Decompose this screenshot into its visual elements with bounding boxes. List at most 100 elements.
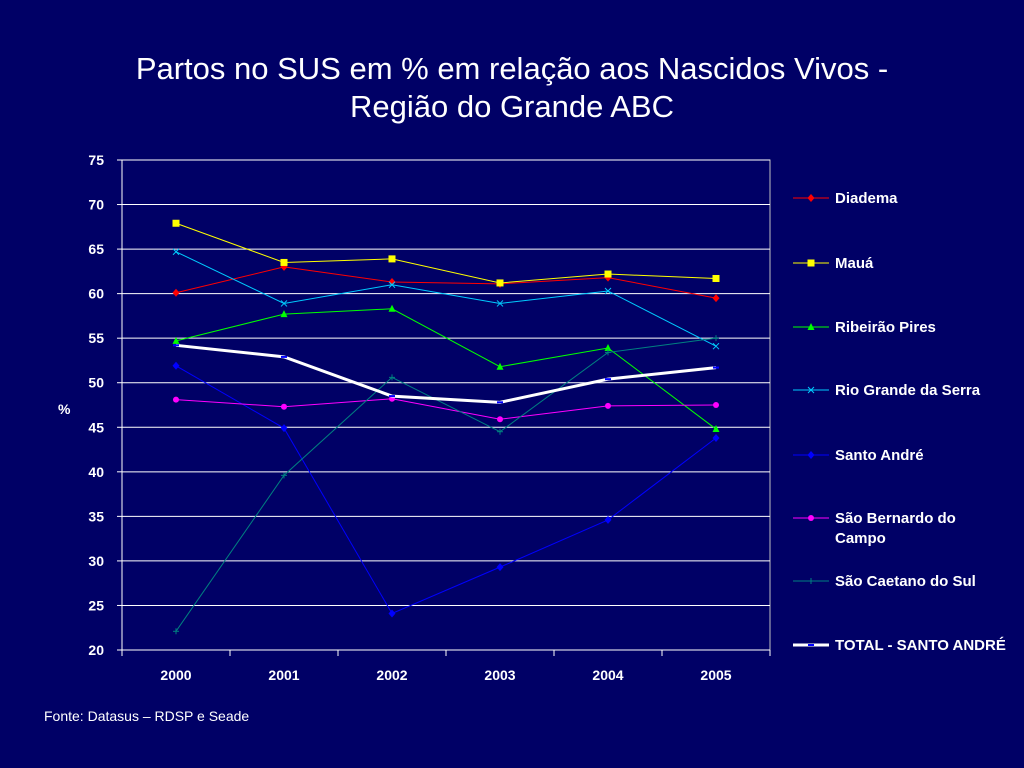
series-sao-bernardo-do-campo (173, 395, 719, 423)
legend-label-line: TOTAL - SANTO ANDRÉ (835, 637, 1006, 654)
data-point (281, 403, 287, 410)
series-total-santo-andre (173, 343, 719, 404)
x-tick-label: 2005 (700, 667, 731, 683)
data-point (604, 270, 612, 278)
data-point (605, 402, 611, 409)
legend-item: TOTAL - SANTO ANDRÉ (793, 637, 1006, 654)
legend-label-line: Campo (835, 530, 886, 547)
x-stroke (604, 287, 612, 295)
data-point (280, 300, 288, 307)
legend-label-line: São Bernardo do (835, 510, 956, 527)
data-point (712, 274, 720, 282)
data-point (388, 278, 396, 287)
x-stroke (496, 300, 504, 307)
chart-title-line2: Região do Grande ABC (350, 89, 674, 124)
data-point (388, 255, 396, 263)
y-tick-label: 20 (88, 642, 104, 658)
legend-marker (808, 578, 814, 584)
series-line (175, 308, 717, 430)
series-line (175, 365, 717, 615)
data-point (388, 609, 396, 618)
series-line (175, 251, 717, 347)
series-maua (172, 219, 720, 287)
legend-label: Diadema (835, 190, 898, 207)
data-point (172, 336, 180, 344)
chart-title-line1: Partos no SUS em % em relação aos Nascid… (135, 51, 889, 86)
x-stroke (807, 386, 815, 394)
legend-label: Rio Grande da Serra (835, 382, 981, 399)
data-point (172, 248, 180, 256)
legend-label-line: Santo André (835, 447, 924, 464)
legend-marker (807, 386, 815, 394)
data-point (280, 424, 288, 433)
data-point (173, 396, 179, 403)
data-point (496, 362, 504, 370)
x-stroke (712, 342, 720, 350)
x-axis-ticks: 2000 2001 2002 2003 2004 2005 (121, 650, 771, 683)
y-tick-label: 35 (88, 508, 104, 524)
legend-label: Santo André (835, 447, 924, 464)
x-tick-label: 2000 (160, 667, 191, 683)
data-point (172, 288, 180, 297)
series-sao-caetano-do-sul (173, 335, 719, 635)
data-point (388, 281, 396, 289)
y-tick-label: 70 (88, 197, 104, 213)
legend-marker (807, 451, 815, 459)
data-point (497, 416, 503, 423)
y-axis-label: % (58, 401, 71, 417)
y-tick-label: 25 (88, 597, 104, 613)
legend-item: Rio Grande da Serra (793, 382, 981, 399)
series-group (172, 219, 720, 635)
x-tick-label: 2004 (592, 667, 623, 683)
y-tick-label: 45 (88, 419, 104, 435)
legend-item: São Bernardo do Campo (793, 510, 956, 547)
y-tick-label: 75 (88, 152, 104, 168)
data-point (604, 343, 612, 351)
legend-label-line: Ribeirão Pires (835, 319, 936, 336)
data-point (712, 294, 720, 303)
y-tick-label: 60 (88, 286, 104, 302)
data-point (713, 402, 719, 408)
data-point (712, 433, 720, 442)
y-tick-label: 30 (88, 553, 104, 569)
legend-item: Mauá (793, 255, 874, 272)
y-tick-label: 50 (88, 375, 104, 391)
series-line (175, 337, 717, 632)
data-point (281, 472, 287, 479)
legend-label: São Bernardo do Campo (835, 510, 956, 547)
y-tick-label: 40 (88, 464, 104, 480)
legend-label-line: Rio Grande da Serra (835, 382, 981, 399)
x-stroke (280, 300, 288, 307)
data-point (496, 279, 504, 287)
legend-label-line: São Caetano do Sul (835, 573, 976, 590)
legend: Diadema Mauá Ribeirão Pires Rio Grande da S… (793, 190, 1006, 654)
data-point (497, 428, 503, 435)
series-line (175, 222, 717, 284)
legend-label: TOTAL - SANTO ANDRÉ (835, 637, 1006, 654)
data-point (604, 287, 612, 295)
x-stroke (172, 248, 180, 256)
x-tick-label: 2001 (268, 667, 299, 683)
legend-item: Diadema (793, 190, 898, 207)
data-point (712, 425, 720, 433)
data-point (605, 349, 611, 356)
data-point (280, 258, 288, 266)
data-point (604, 515, 612, 524)
legend-label: São Caetano do Sul (835, 573, 976, 590)
x-stroke (388, 281, 396, 289)
legend-label: Mauá (835, 255, 874, 272)
series-line (175, 343, 717, 404)
legend-item: Ribeirão Pires (793, 319, 936, 336)
legend-label-line: Diadema (835, 190, 898, 207)
data-point (280, 310, 288, 318)
series-line (175, 398, 717, 420)
data-point (496, 563, 504, 572)
data-point (713, 335, 719, 342)
legend-label: Ribeirão Pires (835, 319, 936, 336)
data-point (172, 361, 180, 370)
source-note: Fonte: Datasus – RDSP e Seade (44, 708, 250, 724)
legend-marker (807, 323, 815, 330)
legend-marker (807, 259, 815, 267)
data-point (496, 300, 504, 307)
